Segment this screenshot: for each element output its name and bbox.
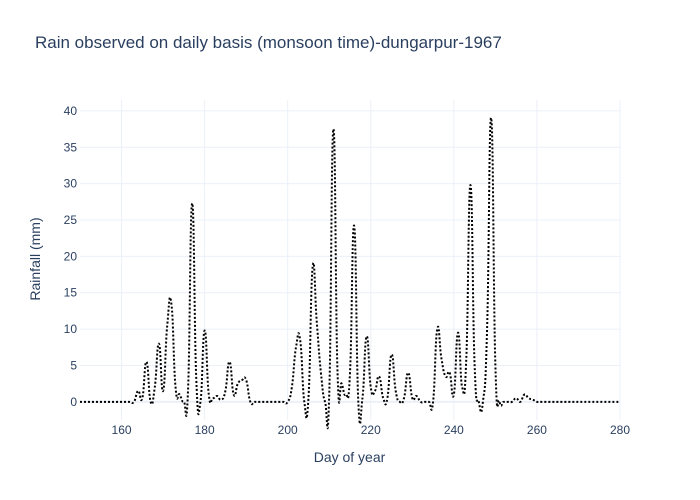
x-tick-label: 260 <box>527 423 547 437</box>
x-tick-label: 280 <box>610 423 630 437</box>
x-tick-label: 220 <box>361 423 381 437</box>
y-tick-label: 35 <box>64 140 78 154</box>
chart-title: Rain observed on daily basis (monsoon ti… <box>35 33 502 52</box>
x-tick-label: 180 <box>195 423 215 437</box>
tick-labels: 160 180 200 220 240 260 280 0 5 10 15 20 25 30 35 40 <box>64 104 631 437</box>
y-tick-label: 40 <box>64 104 78 118</box>
y-tick-label: 25 <box>64 213 78 227</box>
x-tick-label: 160 <box>112 423 132 437</box>
y-tick-label: 15 <box>64 286 78 300</box>
series-layer <box>80 117 620 429</box>
y-axis-title: Rainfall (mm) <box>27 217 43 300</box>
rainfall-series-line <box>80 117 620 429</box>
y-tick-label: 0 <box>70 395 77 409</box>
x-tick-label: 200 <box>278 423 298 437</box>
grid-lines <box>80 100 621 420</box>
x-tick-label: 240 <box>444 423 464 437</box>
y-tick-label: 10 <box>64 322 78 336</box>
x-axis-title: Day of year <box>314 449 386 465</box>
y-tick-label: 30 <box>64 177 78 191</box>
y-tick-label: 20 <box>64 249 78 263</box>
y-tick-label: 5 <box>70 358 77 372</box>
